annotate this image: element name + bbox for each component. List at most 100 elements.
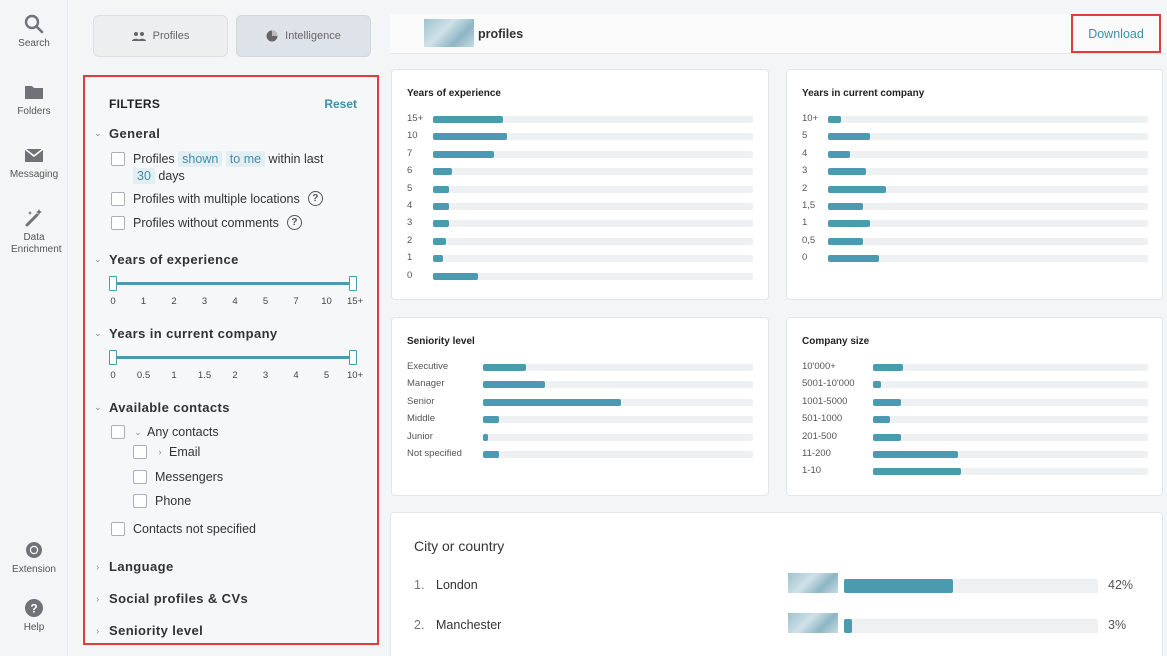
bar-fill <box>828 116 841 123</box>
checkbox[interactable] <box>111 191 125 206</box>
bar-fill <box>483 381 546 389</box>
section-general[interactable]: ⌄ General <box>93 126 160 141</box>
bar-fill <box>483 416 500 424</box>
checkbox[interactable] <box>133 494 147 508</box>
chevron-down-icon: ⌄ <box>94 402 102 412</box>
section-social-profiles[interactable]: › Social profiles & CVs <box>93 591 248 606</box>
section-years-experience[interactable]: ⌄ Years of experience <box>93 252 239 267</box>
slider-handle-max[interactable] <box>349 276 357 291</box>
section-seniority-level-label: Seniority level <box>109 623 204 638</box>
bar-label: Manager <box>407 378 445 390</box>
option-any-contacts[interactable]: ⌄ Any contacts <box>111 425 219 439</box>
nav-extension[interactable]: Extension <box>0 540 68 576</box>
city-name: London <box>436 578 478 592</box>
bar-fill <box>433 168 453 176</box>
bar-label: 10+ <box>802 113 819 124</box>
bar-track <box>873 398 1148 406</box>
option-profiles-shown[interactable]: Profiles shown to me within last 30 days <box>111 151 351 185</box>
bar-label: 4 <box>802 147 808 159</box>
option-email[interactable]: › Email <box>133 445 200 459</box>
checkbox[interactable] <box>111 152 125 166</box>
years-experience-slider[interactable] <box>109 276 357 300</box>
bar-fill <box>433 133 507 141</box>
option-without-comments[interactable]: Profiles without comments ? <box>111 215 302 230</box>
city-name: Manchester <box>436 618 502 632</box>
tick-label: 5 <box>262 296 269 307</box>
option-messengers[interactable]: Messengers <box>133 470 223 484</box>
option-label: Contacts not specified <box>133 522 256 536</box>
nav-search[interactable]: Search <box>0 14 68 50</box>
checkbox[interactable] <box>133 470 147 484</box>
option-text: Profiles <box>133 152 175 166</box>
bar-fill <box>873 468 961 476</box>
bar-track <box>433 133 753 141</box>
tab-intelligence-label: Intelligence <box>285 30 341 42</box>
years-company-slider[interactable] <box>109 350 357 374</box>
help-icon[interactable]: ? <box>286 215 302 230</box>
chevron-right-icon: › <box>96 593 100 604</box>
bar-label: Executive <box>407 361 449 372</box>
card-years-company: Years in current company 10+ 5 4 3 2 1,5 1 0,5 0 <box>786 69 1163 300</box>
section-seniority-level[interactable]: › Seniority level <box>93 623 203 638</box>
percent: 3% <box>1108 618 1127 632</box>
bar-track <box>828 133 1148 141</box>
to-me-chip[interactable]: to me <box>225 151 266 167</box>
bar-track <box>828 220 1148 228</box>
nav-help-label: Help <box>23 622 45 633</box>
tab-intelligence[interactable]: Intelligence <box>236 15 371 57</box>
bar-label: 3 <box>802 165 808 177</box>
section-available-contacts-label: Available contacts <box>109 400 230 415</box>
checkbox[interactable] <box>111 425 125 439</box>
tick-label: 3 <box>201 296 208 307</box>
section-available-contacts[interactable]: ⌄ Available contacts <box>93 400 230 415</box>
bar-fill <box>433 116 504 123</box>
help-icon[interactable]: ? <box>307 191 323 206</box>
option-phone[interactable]: Phone <box>133 494 191 508</box>
tick-label: 1 <box>140 296 147 307</box>
filters-panel: FILTERS Reset ⌄ General Profiles shown t… <box>83 75 379 645</box>
tick-label: 3 <box>262 370 269 381</box>
nav-data-enrichment[interactable]: Data Enrichment <box>0 208 68 256</box>
nav-extension-label: Extension <box>12 564 56 575</box>
tab-profiles[interactable]: Profiles <box>93 15 228 57</box>
bar-label: 2 <box>407 234 413 246</box>
bar-track <box>828 203 1148 210</box>
card-company-size: Company size 10'000+ 5001-10'000 1001-5000… <box>786 317 1163 496</box>
bar-label: 1 <box>802 217 808 229</box>
section-language[interactable]: › Language <box>93 559 174 574</box>
slider-handle-min[interactable] <box>109 276 117 291</box>
option-label: Email <box>169 445 201 459</box>
bar-fill <box>433 220 449 228</box>
nav-messaging[interactable]: Messaging <box>0 145 68 181</box>
bar-label: Middle <box>407 413 435 425</box>
tick-label: 5 <box>323 370 330 381</box>
checkbox[interactable] <box>133 445 147 459</box>
shown-chip[interactable]: shown <box>178 151 223 167</box>
bar-track <box>828 237 1148 245</box>
reset-button[interactable]: Reset <box>324 97 357 111</box>
folder-icon <box>25 86 43 99</box>
slider-handle-min[interactable] <box>109 350 117 365</box>
days-chip[interactable]: 30 <box>133 168 155 184</box>
option-contacts-not-specified[interactable]: Contacts not specified <box>111 522 256 536</box>
checkbox[interactable] <box>111 215 125 230</box>
tick-label: 10+ <box>346 370 364 381</box>
city-row: 2. Manchester 3% <box>414 613 1144 635</box>
nav-folders[interactable]: Folders <box>0 82 68 118</box>
filter-column: Profiles Intelligence FILTERS Reset ⌄ Ge… <box>68 0 390 656</box>
chevron-down-icon[interactable]: ⌄ <box>134 426 142 437</box>
option-label: Messengers <box>155 470 224 484</box>
option-multiple-locations[interactable]: Profiles with multiple locations ? <box>111 191 323 206</box>
nav-help[interactable]: ? Help <box>0 598 68 634</box>
slider-handle-max[interactable] <box>349 350 357 365</box>
bar-fill <box>828 133 870 141</box>
download-button[interactable]: Download <box>1071 14 1161 53</box>
checkbox[interactable] <box>111 522 125 536</box>
card-title: City or country <box>414 538 505 554</box>
bar-label: 10 <box>407 130 418 142</box>
bar-fill <box>828 185 886 193</box>
chevron-right-icon[interactable]: › <box>158 447 162 457</box>
years-company-ticks: 0 0.5 1 1.5 2 3 4 5 10+ <box>109 370 364 382</box>
section-years-company[interactable]: ⌄ Years in current company <box>93 326 278 341</box>
pie-chart-icon <box>266 30 278 42</box>
